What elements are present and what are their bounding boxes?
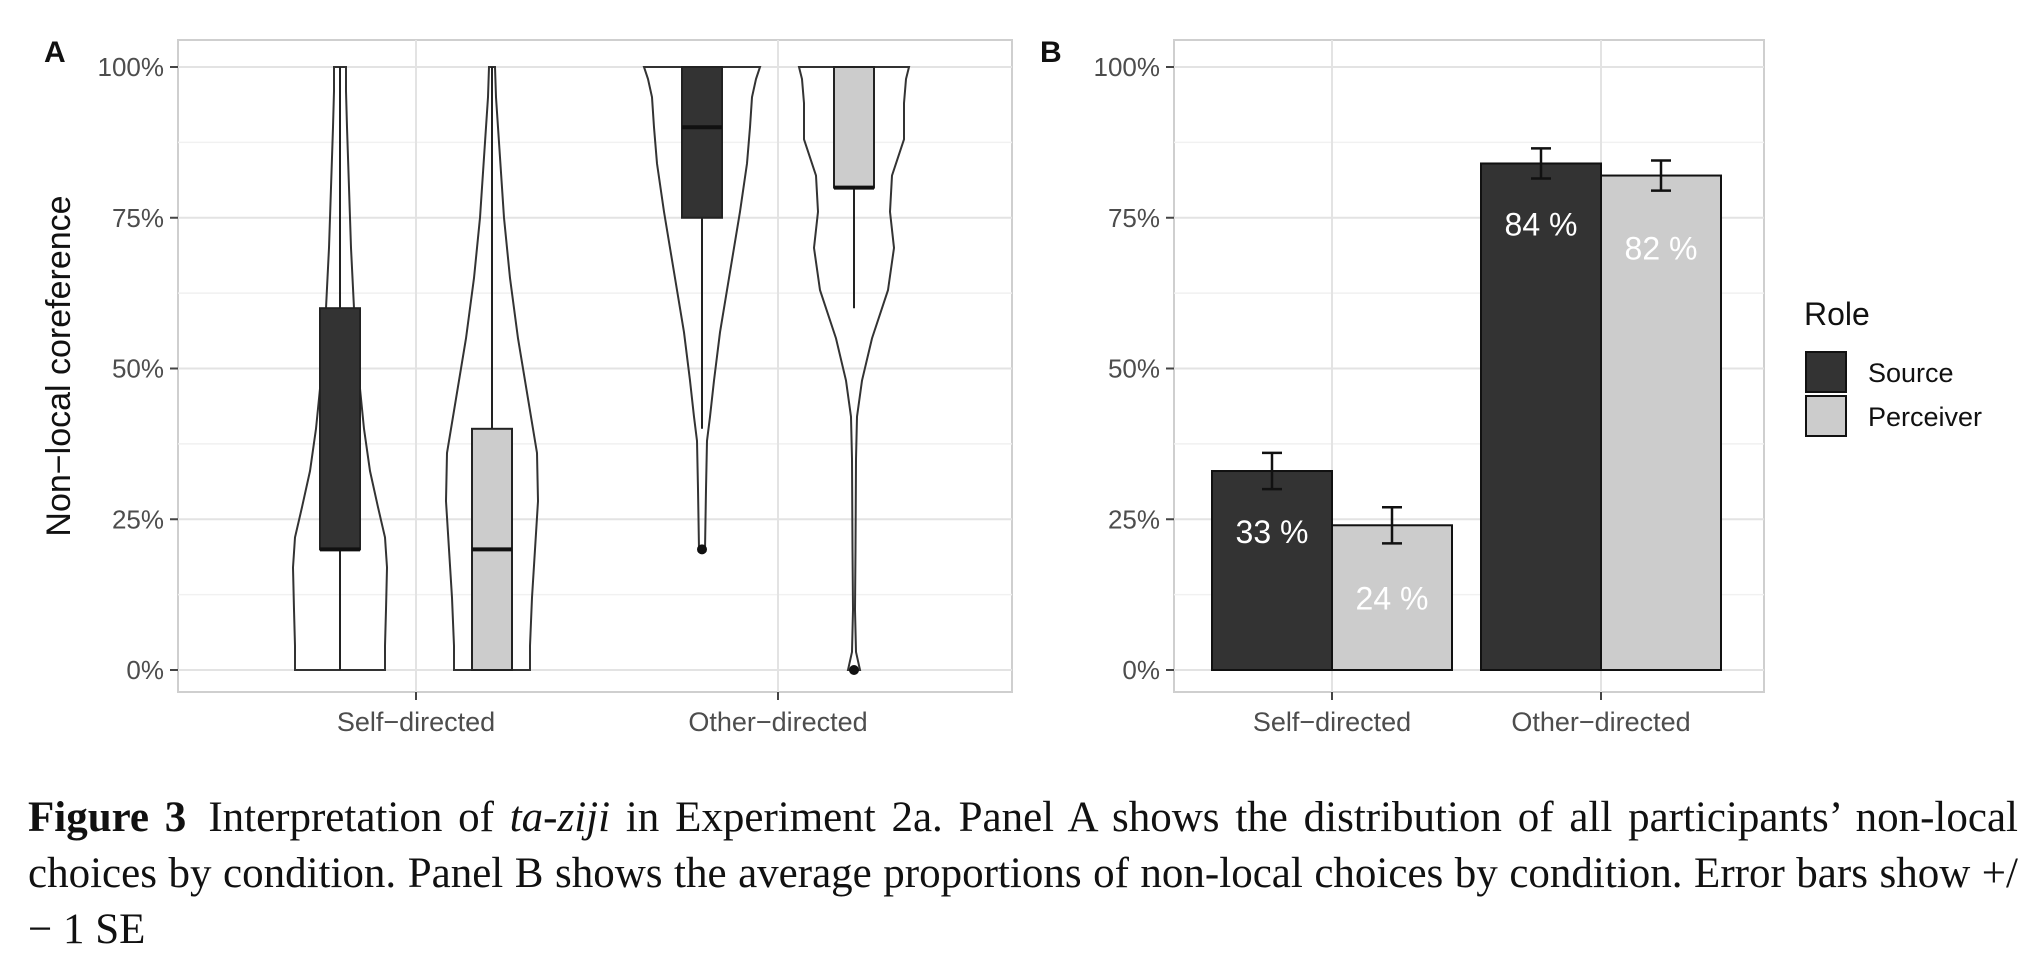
bar-perceiver-1	[1600, 174, 1722, 671]
y-tick-label: 0%	[126, 655, 164, 685]
bar-data-label: 33 %	[1236, 514, 1309, 550]
y-tick-label: 25%	[1108, 504, 1160, 534]
panel-a: A 0% 25% 50% 75% 100% Self−directed Other−dir…	[40, 36, 1013, 737]
legend-swatch-source	[1805, 351, 1847, 393]
box-source-1	[681, 66, 723, 219]
panel-a-label: A	[44, 36, 66, 69]
caption-text-italic: ta-ziji	[509, 794, 611, 841]
caption-figure-label: Figure 3	[28, 794, 187, 841]
y-tick-label: 25%	[112, 504, 164, 534]
legend-label-source: Source	[1868, 358, 1954, 388]
y-tick-label: 50%	[1108, 354, 1160, 384]
panel-b: B 0% 25% 50% 75% 100% 33 % 24 % 84 % 82 % Self−…	[1040, 36, 1765, 737]
y-tick-label: 100%	[1094, 52, 1161, 82]
bar-data-label: 84 %	[1505, 206, 1578, 242]
panel-a-x-ticks: Self−directed Other−directed	[337, 692, 868, 737]
panel-b-marks: 33 % 24 % 84 % 82 %	[1211, 147, 1722, 672]
panel-a-marks	[291, 66, 911, 675]
caption-text-post: in Experiment 2a. Panel A shows the dist…	[28, 794, 2018, 953]
panel-b-label: B	[1040, 36, 1062, 69]
figure-caption: Figure 3 Interpretation of ta-ziji in Exp…	[28, 790, 2018, 958]
panel-b-y-ticks: 0% 25% 50% 75% 100%	[1094, 52, 1174, 685]
outlier-perceiver-1	[849, 665, 859, 675]
violin-source-0	[291, 66, 389, 671]
y-tick-label: 50%	[112, 354, 164, 384]
legend: Role Source Perceiver	[1804, 296, 1982, 437]
violin-source-1	[642, 66, 762, 551]
outlier-source-1	[697, 544, 707, 555]
box-perceiver-1	[833, 66, 875, 189]
legend-swatch-perceiver	[1805, 395, 1847, 437]
bar-source-1	[1480, 162, 1602, 671]
y-axis-label: Non−local coreference	[40, 195, 78, 536]
bar-data-label: 24 %	[1356, 580, 1429, 616]
figure: A 0% 25% 50% 75% 100% Self−directed Other−dir…	[40, 36, 1982, 737]
box-source-0	[319, 307, 361, 551]
x-tick-label: Self−directed	[337, 707, 495, 737]
panel-a-y-ticks: 0% 25% 50% 75% 100%	[98, 52, 178, 685]
x-tick-label: Self−directed	[1253, 707, 1411, 737]
legend-title: Role	[1804, 296, 1870, 332]
bar-data-label: 82 %	[1625, 231, 1698, 267]
y-tick-label: 0%	[1122, 655, 1160, 685]
panel-a-gridlines	[178, 40, 1012, 692]
x-tick-label: Other−directed	[688, 707, 867, 737]
bar-perceiver-0	[1331, 524, 1453, 672]
violin-perceiver-0	[444, 66, 540, 671]
y-tick-label: 100%	[98, 52, 165, 82]
legend-label-perceiver: Perceiver	[1868, 402, 1982, 432]
bar-source-0	[1211, 470, 1333, 672]
panel-b-x-ticks: Self−directed Other−directed	[1253, 692, 1691, 737]
violin-perceiver-1	[797, 66, 911, 671]
caption-text-pre: Interpretation of	[208, 794, 510, 841]
x-tick-label: Other−directed	[1511, 707, 1690, 737]
y-tick-label: 75%	[112, 203, 164, 233]
y-tick-label: 75%	[1108, 203, 1160, 233]
